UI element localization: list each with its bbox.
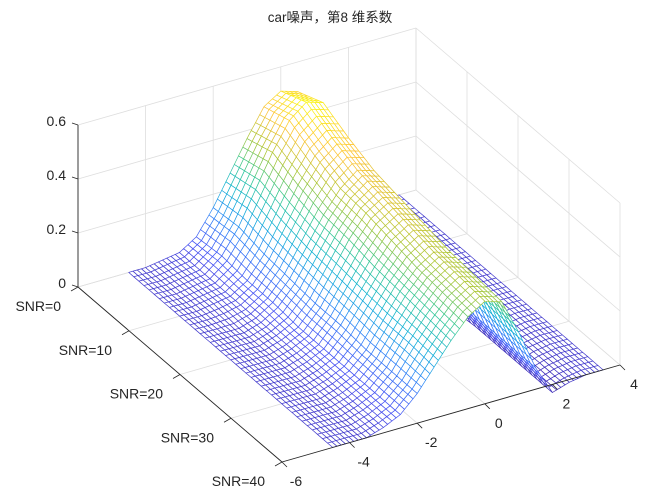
z-tick [71,176,79,180]
y-tick [121,330,130,336]
x-tick-label: -4 [357,454,370,470]
x-tick [281,461,288,468]
grid-line-z [415,81,621,258]
grid-line-z [415,135,621,312]
chart-title: car噪声，第8 维系数 [268,9,393,25]
y-tick-label: SNR=20 [110,386,164,402]
x-tick [619,364,626,371]
x-tick [349,442,355,448]
z-tick [71,230,79,234]
axes [70,122,626,468]
y-tick-label: SNR=30 [161,429,215,445]
y-tick-label: SNR=0 [15,298,61,314]
grid-line-z [77,27,417,126]
z-tick-label: 0.2 [47,221,67,237]
x-axis-line [281,364,621,463]
grid-line-z [415,27,621,204]
y-tick [172,374,181,379]
y-tick [70,286,79,292]
x-tick-label: 2 [563,395,571,411]
x-tick-label: 4 [630,376,638,392]
y-tick [223,417,232,423]
y-tick-label: SNR=10 [59,342,113,358]
z-tick-label: 0.4 [47,167,67,183]
z-tick [71,284,79,288]
grid-line-z [415,189,621,366]
tick-labels: -6 -4 -2 0 2 4 SNR=0 SNR=10 SNR=20 SNR=30 SNR=40 0 0… [15,113,638,489]
x-tick-label: -6 [290,473,303,489]
grid-line-z [77,81,417,180]
z-tick [71,122,79,126]
y-tick-label: SNR=40 [212,473,266,489]
x-tick [416,422,423,429]
x-tick [484,403,491,410]
surface-mesh [128,90,604,448]
x-tick [552,384,558,390]
x-tick-label: -2 [425,434,438,450]
z-tick-label: 0 [58,275,66,291]
y-tick [274,461,283,467]
x-tick-label: 0 [495,415,503,431]
z-tick-label: 0.6 [47,113,67,129]
